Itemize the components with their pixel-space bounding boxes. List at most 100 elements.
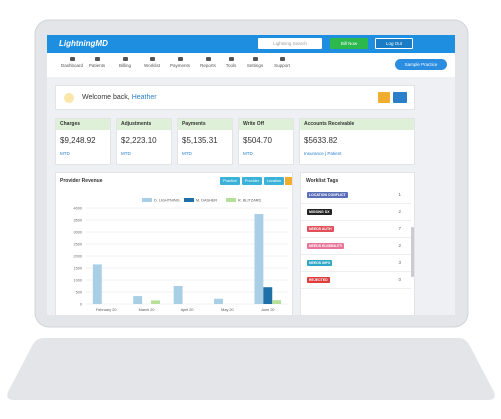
user-name: Heather [131, 94, 157, 101]
tag-label: NEEDS INFO [307, 260, 333, 266]
settings-button[interactable] [378, 92, 390, 103]
nav-item[interactable]: Billing [112, 57, 138, 68]
nav-item[interactable]: Payments [167, 57, 193, 68]
bar [133, 296, 143, 304]
top-bar: LightningMD Lightning Search Bill Now Lo… [47, 35, 455, 53]
y-tick-label: 1000 [74, 278, 82, 282]
nav-label: Settings [246, 63, 264, 68]
chart-export-button[interactable] [285, 177, 292, 185]
x-tick-label: March 20 [139, 308, 155, 312]
stat-sub[interactable]: MTD [60, 151, 70, 156]
nav-icon [228, 57, 234, 61]
chart-filter-button[interactable]: Provider [242, 177, 262, 185]
stat-title: Adjustments [117, 119, 171, 130]
stat-sub[interactable]: MTD [182, 151, 192, 156]
bar [92, 264, 102, 304]
legend-label: R. BLITZARD [238, 198, 261, 202]
log-out-button[interactable]: Log Out [375, 38, 413, 49]
stat-title: Charges [56, 119, 110, 130]
nav-item[interactable]: Patients [84, 57, 110, 68]
legend-swatch [142, 198, 152, 202]
tag-row[interactable]: NEEDS INFO 3 [301, 255, 411, 272]
bill-now-button[interactable]: Bill Now [330, 38, 368, 49]
tag-row[interactable]: NEEDS AUTH 7 [301, 221, 411, 238]
legend-swatch [184, 198, 194, 202]
welcome-icon [64, 93, 74, 103]
stat-value: $5633.82 [304, 136, 338, 145]
tag-label: REJECTED [307, 277, 330, 283]
stat-value: $2,223.10 [121, 136, 157, 145]
stat-card: Charges $9,248.92 MTD [55, 118, 111, 165]
nav-item[interactable]: Worklist [139, 57, 165, 68]
nav-icon [94, 57, 100, 61]
nav-icon [122, 57, 128, 61]
worklist-title: Worklist Tags [306, 178, 339, 184]
nav-icon [149, 57, 155, 61]
stat-title: Accounts Receivable [300, 119, 414, 130]
nav-item[interactable]: Dashboard [59, 57, 85, 68]
tag-row[interactable]: REJECTED 0 [301, 272, 411, 289]
legend-label: M. DASHER [196, 198, 217, 202]
chart-filter-button[interactable]: Location [264, 177, 284, 185]
x-tick-label: May 20 [221, 308, 233, 312]
tag-row[interactable]: LOCATION CONFLICT 1 [301, 187, 411, 204]
stat-sub[interactable]: MTD [243, 151, 253, 156]
stat-value: $504.70 [243, 136, 272, 145]
nav-icon [279, 57, 285, 61]
logo: LightningMD [59, 39, 108, 48]
nav-item[interactable]: Settings [242, 57, 268, 68]
y-tick-label: 2000 [74, 254, 82, 258]
y-tick-label: 2500 [74, 242, 82, 246]
bar [214, 298, 223, 304]
tag-count: 1 [398, 192, 401, 197]
revenue-card: Provider Revenue Practice Provider Locatio… [55, 172, 293, 315]
y-tick-label: 1500 [74, 266, 82, 270]
tag-label: NEEDS AUTH [307, 226, 334, 232]
worklist-card: Worklist Tags LOCATION CONFLICT 1 MISSING … [300, 172, 415, 315]
tag-count: 2 [398, 209, 401, 214]
tag-count: 0 [398, 277, 401, 282]
bar [151, 300, 160, 304]
nav-label: Reports [200, 63, 216, 68]
tag-row[interactable]: MISSING DX 2 [301, 204, 411, 221]
nav-icon [205, 57, 211, 61]
nav-label: Support [274, 63, 290, 68]
nav-label: Billing [118, 63, 131, 68]
scrollbar[interactable] [411, 227, 414, 277]
welcome-text: Welcome back, Heather [82, 94, 157, 101]
stat-value: $5,135.31 [182, 136, 218, 145]
y-tick-label: 500 [76, 290, 82, 294]
chart: 0 500 1000 1500 2000 2500 3000 3500 4000 D. LIGHT… [74, 198, 288, 312]
tag-count: 7 [398, 226, 401, 231]
nav-label: Dashboard [60, 63, 83, 68]
stat-card: Adjustments $2,223.10 MTD [116, 118, 172, 165]
stat-sub[interactable]: Insurance | Patient [304, 151, 342, 156]
chart-filter-button[interactable]: Practice [220, 177, 240, 185]
stat-title: Payments [178, 119, 232, 130]
bar [272, 300, 282, 304]
nav-item[interactable]: Tools [218, 57, 244, 68]
tag-list: LOCATION CONFLICT 1 MISSING DX 2 NEEDS AUTH 7… [301, 187, 411, 289]
nav-item[interactable]: Reports [195, 57, 221, 68]
stat-card: Payments $5,135.31 MTD [177, 118, 233, 165]
add-button[interactable] [393, 92, 407, 103]
chart-title: Provider Revenue [60, 178, 103, 184]
tag-row[interactable]: NEEDS ELIGIBILITY 2 [301, 238, 411, 255]
practice-selector[interactable]: Sample Practice [395, 59, 447, 70]
nav-item[interactable]: Support [269, 57, 295, 68]
x-tick-label: June 20 [261, 308, 275, 312]
legend-swatch [226, 198, 236, 202]
y-tick-label: 4000 [74, 206, 82, 210]
bar [254, 214, 264, 304]
y-tick-label: 3500 [74, 218, 82, 222]
tag-label: LOCATION CONFLICT [307, 192, 348, 198]
stat-sub[interactable]: MTD [121, 151, 131, 156]
search-box[interactable]: Lightning Search [258, 38, 322, 49]
nav-bar: Sample Practice Dashboard Patients Billing… [47, 53, 455, 77]
laptop-base [7, 338, 495, 400]
welcome-card: Welcome back, Heather [55, 85, 415, 110]
y-tick-label: 3000 [74, 230, 82, 234]
nav-icon [252, 57, 258, 61]
nav-label: Worklist [144, 63, 160, 68]
